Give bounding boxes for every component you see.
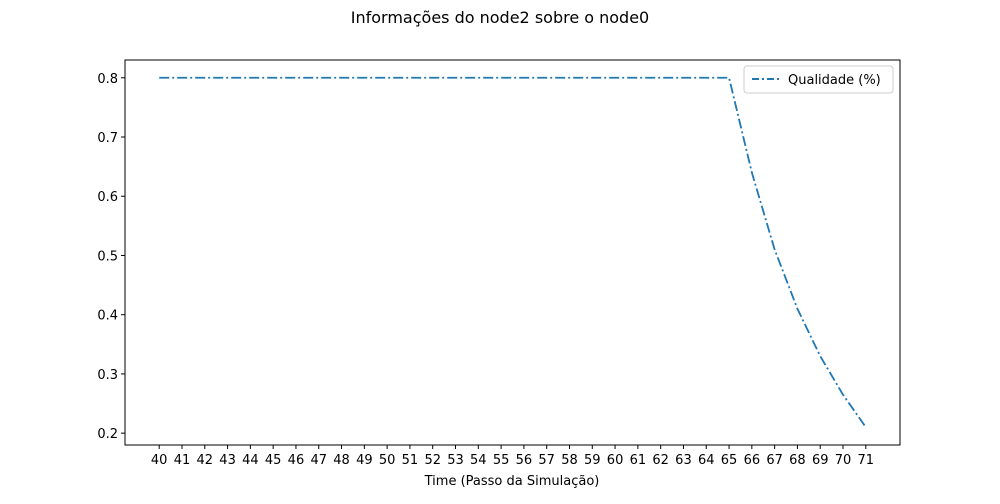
- x-tick-label: 51: [402, 453, 419, 468]
- x-tick-label: 54: [470, 453, 487, 468]
- legend: Qualidade (%): [743, 65, 894, 94]
- x-tick-label: 53: [447, 453, 464, 468]
- x-tick-label: 57: [538, 453, 555, 468]
- x-tick-label: 44: [242, 453, 259, 468]
- x-tick-label: 49: [356, 453, 373, 468]
- x-tick-label: 41: [174, 453, 191, 468]
- y-tick-label: 0.8: [97, 72, 118, 87]
- x-tick-label: 42: [197, 453, 214, 468]
- y-tick-label: 0.3: [97, 368, 118, 383]
- x-tick-label: 56: [516, 453, 533, 468]
- series-line: [159, 76, 867, 428]
- x-tick-label: 40: [151, 453, 168, 468]
- y-axis: 0.2 0.3 0.4 0.5 0.6 0.7 0.8: [97, 72, 125, 442]
- x-tick-label: 60: [607, 453, 624, 468]
- plot-area: [124, 59, 901, 446]
- x-tick-label: 47: [310, 453, 327, 468]
- x-tick-label: 52: [424, 453, 441, 468]
- x-tick-label: 46: [288, 453, 305, 468]
- x-axis: 40 41 42 43 44 45 46 47 48 49 50 51 52 53 54 55 56 57 58 59…: [151, 445, 874, 468]
- x-tick-label: 71: [858, 453, 875, 468]
- x-tick-label: 70: [835, 453, 852, 468]
- chart-title: Informações do node2 sobre o node0: [351, 8, 649, 27]
- x-tick-label: 67: [766, 453, 783, 468]
- x-tick-label: 43: [219, 453, 236, 468]
- y-tick-label: 0.7: [97, 131, 118, 146]
- x-tick-label: 59: [584, 453, 601, 468]
- y-tick-label: 0.4: [97, 309, 118, 324]
- x-tick-label: 48: [333, 453, 350, 468]
- x-tick-label: 68: [789, 453, 806, 468]
- series-layer: [159, 76, 867, 428]
- x-tick-label: 69: [812, 453, 829, 468]
- y-tick-label: 0.5: [97, 249, 118, 264]
- x-tick-label: 58: [561, 453, 578, 468]
- y-tick-label: 0.6: [97, 190, 118, 205]
- x-tick-label: 66: [744, 453, 761, 468]
- legend-box: [743, 65, 894, 94]
- x-tick-label: 61: [630, 453, 647, 468]
- x-axis-label: Time (Passo da Simulação): [424, 474, 600, 489]
- x-tick-label: 64: [698, 453, 715, 468]
- x-tick-label: 65: [721, 453, 738, 468]
- legend-label: Qualidade (%): [788, 73, 881, 88]
- x-tick-label: 63: [675, 453, 692, 468]
- x-tick-label: 55: [493, 453, 510, 468]
- x-tick-label: 62: [652, 453, 669, 468]
- x-tick-label: 45: [265, 453, 282, 468]
- y-tick-label: 0.2: [97, 427, 118, 442]
- x-tick-label: 50: [379, 453, 396, 468]
